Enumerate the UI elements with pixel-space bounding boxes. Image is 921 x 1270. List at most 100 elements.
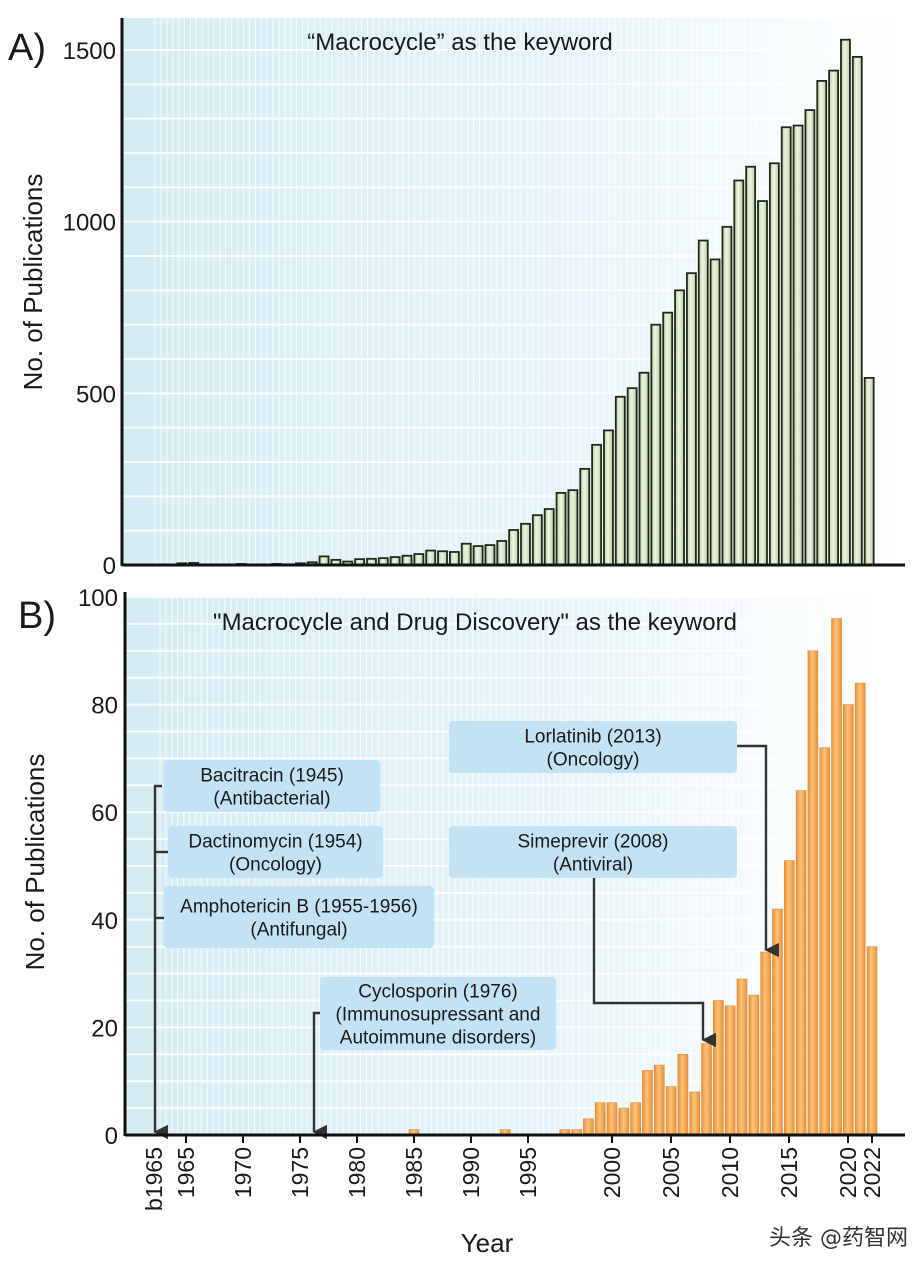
bar-2010 [721, 225, 733, 566]
bar-2016 [795, 790, 807, 1136]
annotation-box [449, 826, 737, 878]
bar-1995 [543, 508, 555, 566]
panel-b-xticks: b1965 1965 1970 1975 1980 1985 1990 1995 2000 200… [141, 1135, 885, 1211]
annotation-simeprevir: Simeprevir (2008)(Antiviral) [449, 826, 737, 878]
bar-2021 [854, 682, 866, 1136]
bar-2019 [831, 618, 842, 1136]
xtick-label-b: 1965 [173, 1147, 199, 1198]
bar-2003 [642, 1070, 653, 1136]
annotation-box [449, 721, 737, 773]
panel-a-yticks: 0 500 1000 1500 [63, 38, 116, 580]
connector-cyclosporin [312, 1011, 327, 1140]
annotation-dactinomycin: Dactinomycin (1954)(Oncology) [168, 826, 383, 878]
xtick-label-b: 1975 [287, 1147, 313, 1198]
bar-1997 [567, 489, 579, 566]
bar-1984 [413, 553, 425, 566]
panel-b-ylabel: No. of Publications [20, 754, 50, 971]
panel-a-label: A) [8, 27, 46, 69]
bar-1992 [508, 529, 520, 566]
bar-2013 [757, 200, 768, 566]
bar-2003 [638, 371, 650, 566]
bar-2010 [724, 1005, 736, 1136]
plot-b-axes [123, 592, 905, 1137]
xtick-label-b: 2010 [717, 1147, 743, 1198]
panel-b-title: "Macrocycle and Drug Discovery" as the k… [213, 609, 737, 636]
xtick-label-b: b1965 [141, 1147, 167, 1211]
bar-2022 [866, 946, 878, 1136]
xtick-label-b: 2022 [859, 1147, 885, 1198]
panel-b-label: B) [18, 595, 56, 637]
bar-1990 [484, 544, 496, 566]
annotation-text: Simeprevir (2008) [518, 832, 669, 853]
bar-2001 [618, 1107, 630, 1136]
ytick-label-a: 0 [103, 553, 116, 580]
xtick-label-b: 2000 [599, 1147, 625, 1198]
bar-2020 [843, 704, 854, 1136]
bar-1993 [520, 522, 531, 566]
connector-simeprevir [592, 878, 716, 1048]
annotation-box [320, 977, 556, 1050]
ytick-label-b: 0 [105, 1123, 118, 1150]
xtick-label-b: 1990 [458, 1147, 484, 1198]
annotation-box [168, 826, 383, 878]
bar-2022 [863, 376, 875, 566]
plot-b-annotations: Bacitracin (1945)(Antibacterial) Dactinom… [153, 721, 779, 1140]
bar-2011 [736, 978, 748, 1136]
bar-2005 [662, 311, 674, 566]
bar-1991 [496, 540, 508, 566]
bar-1998 [579, 467, 591, 566]
bar-2013 [760, 951, 771, 1136]
annotation-text: Dactinomycin (1954) [188, 832, 362, 853]
bar-2007 [686, 272, 697, 566]
annotation-text: Autoimmune disorders) [340, 1028, 536, 1049]
bar-2015 [780, 126, 792, 566]
panel-a-title: “Macrocycle” as the keyword [307, 29, 612, 56]
xtick-label-b: 1995 [515, 1147, 541, 1198]
annotation-cyclosporin: Cyclosporin (1976)(Immunosupressant andA… [320, 977, 556, 1050]
bar-2008 [701, 1043, 712, 1136]
bar-1989 [472, 545, 484, 566]
bar-2021 [851, 55, 863, 566]
panel-b: Bacitracin (1945)(Antibacterial) Dactinom… [18, 585, 905, 1258]
annotation-text: (Antiviral) [553, 855, 633, 876]
watermark: 头条 @药智网 [769, 1226, 908, 1251]
panel-b-xlabel: Year [461, 1228, 514, 1258]
xtick-label-b: 1970 [230, 1147, 256, 1198]
bar-2014 [772, 908, 783, 1136]
bar-1985 [425, 549, 437, 566]
bar-2014 [768, 162, 780, 566]
annotation-text: (Oncology) [229, 855, 322, 876]
annotation-text: Amphotericin B (1955-1956) [180, 897, 418, 918]
bar-2015 [783, 860, 795, 1136]
bar-2007 [689, 1091, 701, 1136]
bar-1999 [591, 443, 602, 566]
bar-2009 [713, 1000, 724, 1136]
bar-1999 [594, 1102, 606, 1136]
xtick-label-b: 1980 [344, 1147, 370, 1198]
ytick-label-b: 100 [78, 585, 118, 612]
bar-2006 [674, 289, 685, 566]
bar-2017 [804, 109, 816, 566]
annotation-bacitracin: Bacitracin (1945)(Antibacterial) [164, 760, 380, 812]
ytick-label-b: 40 [91, 908, 118, 935]
bar-2005 [665, 1086, 677, 1136]
annotation-text: (Immunosupressant and [336, 1005, 541, 1026]
bar-2008 [697, 239, 709, 566]
bar-2004 [653, 1064, 665, 1136]
bar-2001 [614, 395, 626, 566]
bar-2002 [630, 1102, 641, 1136]
bar-2006 [677, 1054, 689, 1136]
bar-2018 [816, 80, 828, 566]
bar-2004 [650, 323, 662, 566]
annotation-text: Lorlatinib (2013) [524, 727, 661, 748]
bar-2002 [626, 387, 638, 566]
bar-1988 [460, 542, 472, 566]
bar-2012 [745, 165, 757, 566]
annotation-text: Bacitracin (1945) [200, 766, 344, 787]
bar-2016 [792, 124, 804, 566]
bar-2018 [819, 747, 831, 1136]
bar-2012 [748, 994, 760, 1136]
ytick-label-a: 1500 [63, 38, 116, 65]
panel-a: A) “Macrocycle” as the keyword No. of Pu… [8, 18, 905, 580]
